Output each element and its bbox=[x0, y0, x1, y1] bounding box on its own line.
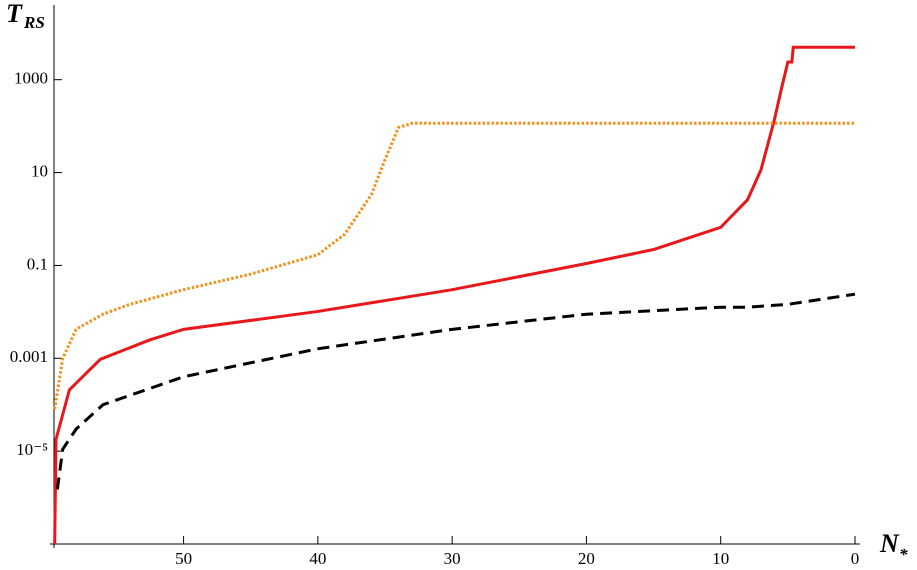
x-tick-label: 40 bbox=[309, 549, 326, 568]
x-tick-label: 10 bbox=[712, 549, 729, 568]
x-tick-label: 30 bbox=[444, 549, 461, 568]
x-axis-label: N bbox=[879, 529, 900, 558]
y-tick-label: 1000 bbox=[14, 69, 48, 88]
x-tick-label: 50 bbox=[175, 549, 192, 568]
series-line bbox=[55, 292, 856, 490]
y-tick-label: 10⁻⁵ bbox=[16, 440, 48, 459]
y-axis-label: T bbox=[6, 0, 23, 28]
x-tick-label: 20 bbox=[578, 549, 595, 568]
y-tick-label: 0.001 bbox=[10, 347, 48, 366]
series-line bbox=[53, 45, 855, 545]
y-tick-label: 0.1 bbox=[27, 254, 48, 273]
series-line bbox=[53, 121, 855, 410]
x-tick-label: 0 bbox=[851, 549, 860, 568]
y-axis-label-sub: RS bbox=[23, 13, 45, 32]
y-tick-label: 10 bbox=[31, 161, 48, 180]
x-axis-label-sub: * bbox=[899, 545, 908, 564]
